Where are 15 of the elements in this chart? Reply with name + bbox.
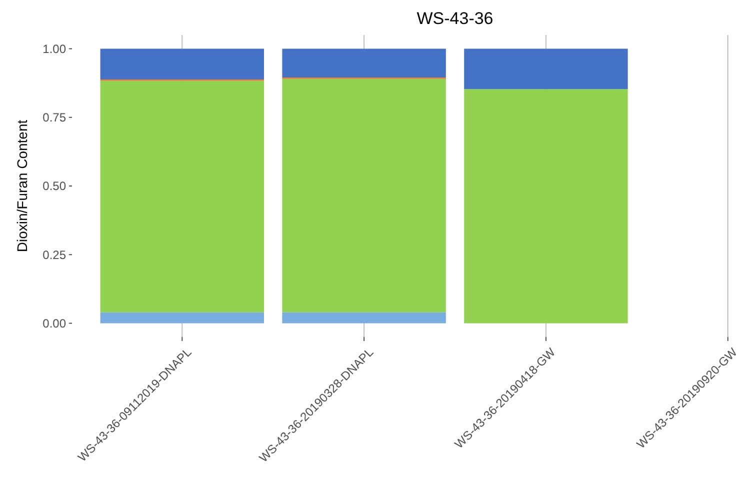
y-axis-title: Dioxin/Furan Content bbox=[14, 120, 30, 252]
y-tick-label: 0.50 bbox=[42, 179, 66, 194]
y-tick-label: 0.25 bbox=[42, 248, 66, 262]
y-tick-label: 0.00 bbox=[42, 316, 66, 330]
chart-title: WS-43-36 bbox=[416, 9, 494, 28]
bar bbox=[282, 78, 446, 312]
bar bbox=[100, 48, 264, 80]
bar bbox=[100, 312, 264, 324]
bar bbox=[282, 48, 446, 78]
bar bbox=[464, 89, 628, 324]
y-tick-label: 1.00 bbox=[42, 42, 66, 56]
bar bbox=[100, 80, 264, 312]
y-tick-label: 0.75 bbox=[42, 110, 66, 125]
bar bbox=[464, 48, 628, 90]
bar bbox=[282, 312, 446, 324]
